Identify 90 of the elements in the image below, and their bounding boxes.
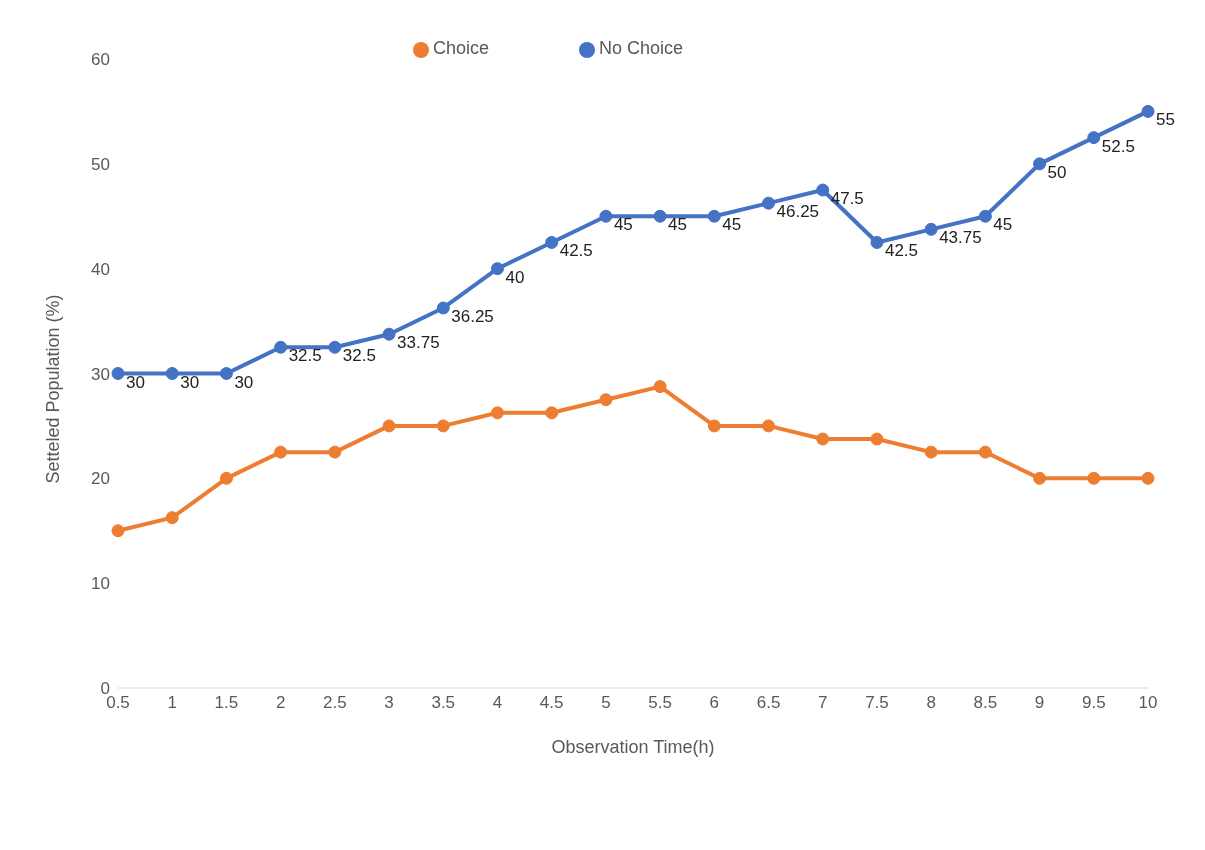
data-label: 40 (505, 267, 525, 287)
y-tick-label: 40 (91, 259, 110, 279)
x-tick-label: 7 (818, 693, 828, 713)
x-tick-label: 0.5 (106, 693, 130, 713)
point (111, 367, 125, 380)
point (436, 419, 450, 433)
point (382, 419, 396, 433)
data-label: 50 (1047, 162, 1067, 182)
point (978, 209, 992, 223)
point (274, 445, 288, 459)
data-label: 46.25 (776, 202, 820, 222)
point (274, 340, 288, 354)
point (653, 209, 667, 223)
point (924, 445, 938, 459)
data-label: 30 (234, 372, 254, 392)
point (436, 301, 450, 315)
data-label: 43.75 (939, 228, 982, 248)
y-axis-title: Setteled Population (%) (43, 294, 64, 484)
point (111, 524, 125, 538)
point (599, 393, 613, 407)
data-label: 32.5 (288, 346, 322, 366)
data-label: 32.5 (342, 346, 376, 366)
x-tick-label: 6 (709, 693, 720, 713)
legend-label: Choice (432, 38, 489, 58)
point (1087, 131, 1101, 145)
x-tick-label: 5 (601, 693, 611, 713)
point (328, 340, 342, 354)
y-tick-label: 60 (91, 50, 110, 70)
point (870, 432, 884, 446)
point (599, 209, 613, 223)
point (382, 327, 396, 341)
point (816, 432, 830, 446)
data-label: 30 (180, 372, 200, 392)
data-label: 52.5 (1101, 136, 1135, 156)
y-tick-label: 50 (91, 154, 110, 174)
x-tick-label: 8.5 (973, 693, 998, 713)
point (165, 367, 179, 380)
x-tick-label: 9.5 (1081, 693, 1106, 713)
point (1033, 157, 1047, 171)
x-tick-label: 3.5 (431, 693, 456, 713)
data-label: 45 (668, 215, 688, 235)
point (219, 367, 233, 380)
x-tick-label: 2 (275, 693, 286, 713)
point (707, 209, 721, 223)
x-tick-label: 5.5 (648, 693, 672, 713)
x-tick-label: 7.5 (865, 693, 889, 713)
x-axis-title: Observation Time(h) (551, 737, 715, 757)
point (328, 445, 342, 459)
point (219, 471, 233, 485)
data-label: 30 (126, 372, 145, 392)
data-label: 45 (993, 215, 1013, 235)
x-tick-label: 6.5 (756, 693, 781, 713)
data-label: 45 (722, 215, 742, 235)
data-label: 33.75 (397, 333, 440, 353)
data-label: 42.5 (559, 241, 593, 261)
x-tick-label: 1 (167, 693, 177, 713)
point (1141, 104, 1155, 118)
x-tick-label: 10 (1138, 693, 1158, 713)
data-label: 36.25 (451, 306, 494, 326)
point (653, 380, 667, 394)
point (816, 183, 830, 197)
point (762, 196, 776, 210)
y-tick-label: 30 (91, 364, 110, 384)
legend-label: No Choice (598, 38, 684, 58)
point (490, 406, 504, 420)
x-tick-label: 1.5 (214, 693, 239, 713)
x-tick-label: 4.5 (539, 693, 564, 713)
data-label: 45 (613, 215, 633, 235)
point (545, 235, 559, 249)
point (1033, 471, 1047, 485)
x-tick-label: 2.5 (323, 693, 347, 713)
data-label: 47.5 (830, 189, 864, 209)
point (1141, 471, 1155, 485)
y-tick-label: 10 (91, 574, 110, 594)
point (762, 419, 776, 433)
data-label: 55 (1156, 110, 1175, 130)
point (924, 222, 938, 236)
x-tick-label: 8 (926, 693, 936, 713)
data-label: 42.5 (884, 241, 919, 261)
point (165, 511, 179, 525)
y-tick-label: 20 (91, 469, 110, 489)
point (870, 235, 884, 249)
point (978, 445, 992, 459)
point (545, 406, 559, 420)
point (490, 262, 504, 276)
x-tick-label: 3 (384, 693, 394, 713)
point (707, 419, 721, 433)
point (1087, 471, 1101, 485)
x-tick-label: 4 (492, 693, 503, 713)
x-tick-label: 9 (1034, 693, 1045, 713)
